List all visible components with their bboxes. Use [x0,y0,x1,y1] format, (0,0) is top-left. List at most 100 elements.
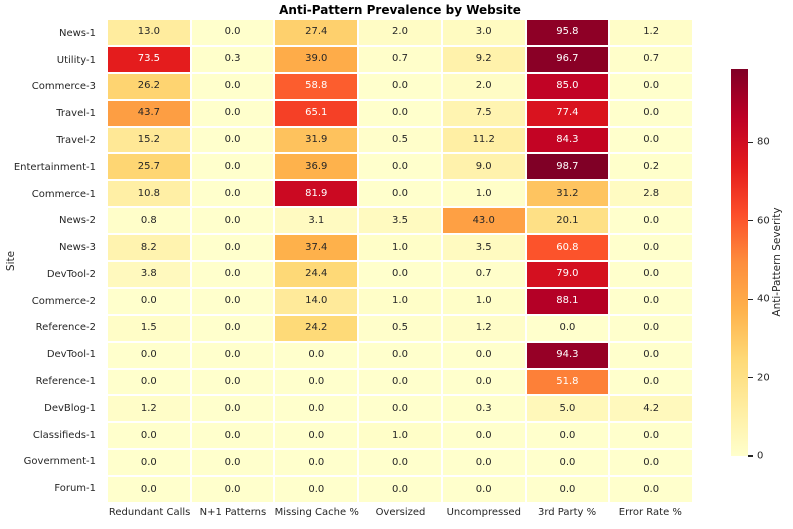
colorbar-tick-label: 0 [757,450,764,462]
heatmap-cell: 0.0 [526,477,609,502]
heatmap-cell: 0.0 [191,127,274,153]
heatmap-cell: 0.0 [359,342,441,368]
heatmap-cell: 0.0 [610,127,692,153]
heatmap-cell: 65.1 [275,100,358,126]
heatmap-cell: 4.2 [610,396,692,422]
heatmap-cell: 79.0 [526,262,609,287]
heatmap-cell: 0.0 [191,262,274,287]
heatmap-cell: 0.0 [191,154,274,180]
y-tick-label: News-2 [59,215,96,227]
colorbar-tick-label: 80 [757,136,770,148]
heatmap-cell: 0.0 [191,73,274,99]
x-tick-label: Redundant Calls [108,507,191,518]
heatmap-cell: 1.0 [359,423,441,449]
heatmap-cell: 0.0 [359,369,441,395]
colorbar-tick-mark [748,455,753,457]
heatmap-cell: 0.0 [359,262,441,287]
heatmap-cell: 73.5 [108,46,190,72]
y-tick-label: Commerce-2 [31,295,96,307]
heatmap-cell: 0.0 [108,423,190,449]
heatmap-cell: 1.2 [108,396,190,422]
heatmap-cell: 2.8 [610,181,692,207]
heatmap-cell: 94.3 [526,342,609,368]
heatmap-cell: 3.1 [275,208,358,234]
heatmap-cell: 39.0 [275,46,358,72]
heatmap-cell: 0.0 [191,342,274,368]
heatmap-cell: 0.0 [108,477,190,502]
heatmap-cell: 1.2 [610,20,692,45]
y-tick-label: News-1 [59,27,96,39]
heatmap-cell: 3.8 [108,262,190,287]
heatmap-cell: 2.0 [442,73,525,99]
heatmap-cell: 11.2 [442,127,525,153]
heatmap-cell: 0.0 [526,423,609,449]
y-tick-label: Travel-2 [56,134,96,146]
y-tick-label: Government-1 [23,456,96,468]
colorbar-label: Anti-Pattern Severity [771,207,783,317]
heatmap-cell: 26.2 [108,73,190,99]
heatmap-cell: 9.2 [442,46,525,72]
y-tick-label: Reference-2 [35,322,96,334]
heatmap-cell: 0.0 [359,450,441,476]
heatmap-cell: 0.0 [610,100,692,126]
heatmap-cell: 0.0 [191,100,274,126]
heatmap-cell: 0.0 [359,396,441,422]
heatmap-cell: 0.0 [191,235,274,260]
heatmap-cell: 0.0 [610,477,692,502]
heatmap-cell: 0.0 [191,315,274,341]
y-tick-label: Entertainment-1 [13,161,96,173]
heatmap-cell: 0.3 [442,396,525,422]
x-tick-label: Uncompressed [446,507,521,518]
heatmap-cell: 0.0 [191,450,274,476]
heatmap-cell: 1.2 [442,315,525,341]
heatmap-cell: 0.0 [191,477,274,502]
heatmap-cell: 58.8 [275,73,358,99]
heatmap-cell: 1.0 [442,288,525,314]
y-tick-label: DevTool-1 [46,349,96,361]
heatmap-cell: 1.0 [359,235,441,260]
heatmap-cell: 0.0 [526,315,609,341]
y-tick-label: News-3 [59,242,96,254]
heatmap-cell: 0.0 [526,450,609,476]
heatmap-cell: 10.8 [108,181,190,207]
heatmap-cell: 0.0 [108,342,190,368]
y-tick-label: Utility-1 [56,54,96,66]
colorbar [731,69,748,456]
chart-title: Anti-Pattern Prevalence by Website [279,3,521,17]
heatmap-cell: 0.0 [191,288,274,314]
heatmap-cell: 9.0 [442,154,525,180]
heatmap-cell: 3.5 [442,235,525,260]
heatmap-cell: 0.0 [191,369,274,395]
heatmap-cell: 0.0 [610,450,692,476]
heatmap-cell: 31.9 [275,127,358,153]
y-tick-label: DevTool-2 [46,268,96,280]
heatmap-cell: 27.4 [275,20,358,45]
heatmap-cell: 1.5 [108,315,190,341]
heatmap-cell: 0.7 [359,46,441,72]
heatmap-cell: 0.0 [610,288,692,314]
heatmap-cell: 0.0 [191,181,274,207]
heatmap-cell: 0.0 [442,342,525,368]
heatmap-cell: 43.0 [442,208,525,234]
heatmap-cell: 0.0 [610,208,692,234]
heatmap-cell: 37.4 [275,235,358,260]
heatmap-cell: 14.0 [275,288,358,314]
heatmap-cell: 1.0 [359,288,441,314]
heatmap-cell: 0.0 [610,342,692,368]
heatmap-cell: 0.0 [191,396,274,422]
y-tick-label: Travel-1 [56,108,96,120]
heatmap-cell: 25.7 [108,154,190,180]
heatmap-cell: 95.8 [526,20,609,45]
heatmap-cell: 0.0 [442,477,525,502]
heatmap-cell: 0.0 [610,262,692,287]
heatmap-cell: 0.0 [275,396,358,422]
heatmap-cell: 0.0 [610,235,692,260]
heatmap-cell: 85.0 [526,73,609,99]
x-tick-label: Oversized [375,507,426,518]
y-tick-label: Commerce-3 [31,81,96,93]
heatmap-cell: 0.0 [442,423,525,449]
heatmap-cell: 0.0 [610,423,692,449]
heatmap-cell: 20.1 [526,208,609,234]
x-tick-label: 3rd Party % [537,507,597,518]
